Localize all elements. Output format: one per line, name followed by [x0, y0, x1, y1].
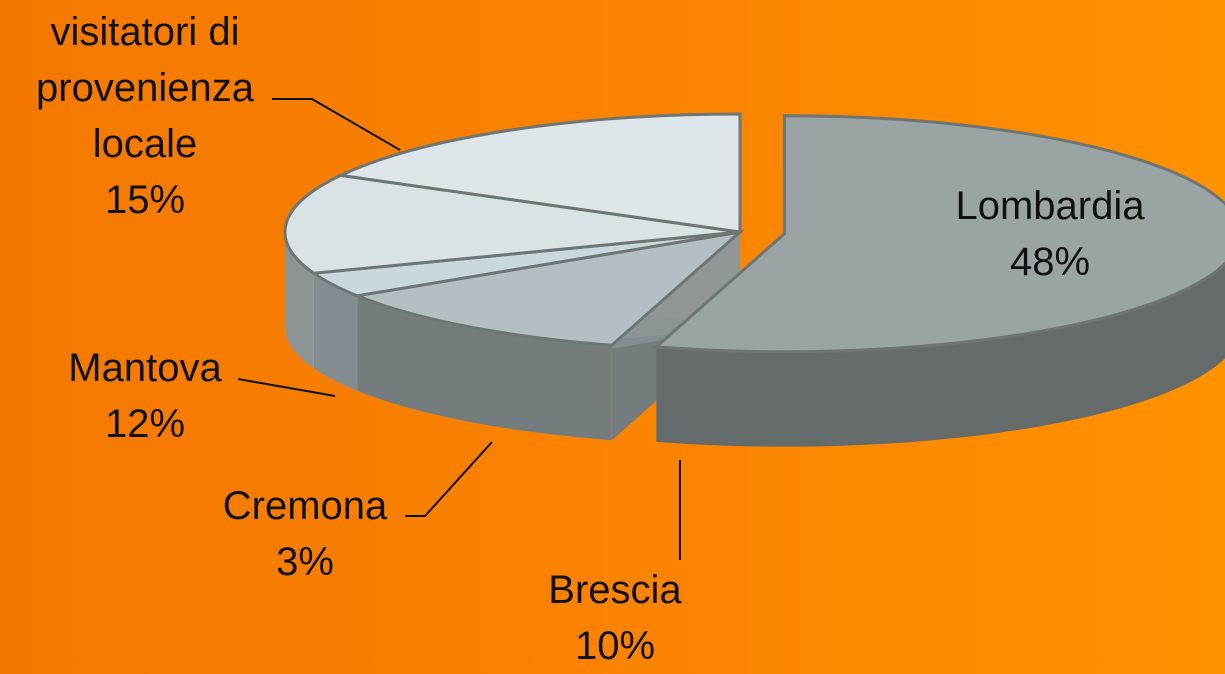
value-label: 10%	[465, 618, 765, 674]
category-label: Lombardia	[900, 178, 1200, 234]
leader-line	[272, 99, 400, 150]
category-label: visitatori di provenienza locale	[0, 4, 290, 172]
value-label: 15%	[0, 172, 290, 228]
value-label: 3%	[155, 534, 455, 590]
value-label: 12%	[0, 396, 290, 452]
category-label: Mantova	[0, 340, 290, 396]
category-label: Brescia	[465, 562, 765, 618]
category-label: Cremona	[155, 478, 455, 534]
value-label: 48%	[900, 234, 1200, 290]
